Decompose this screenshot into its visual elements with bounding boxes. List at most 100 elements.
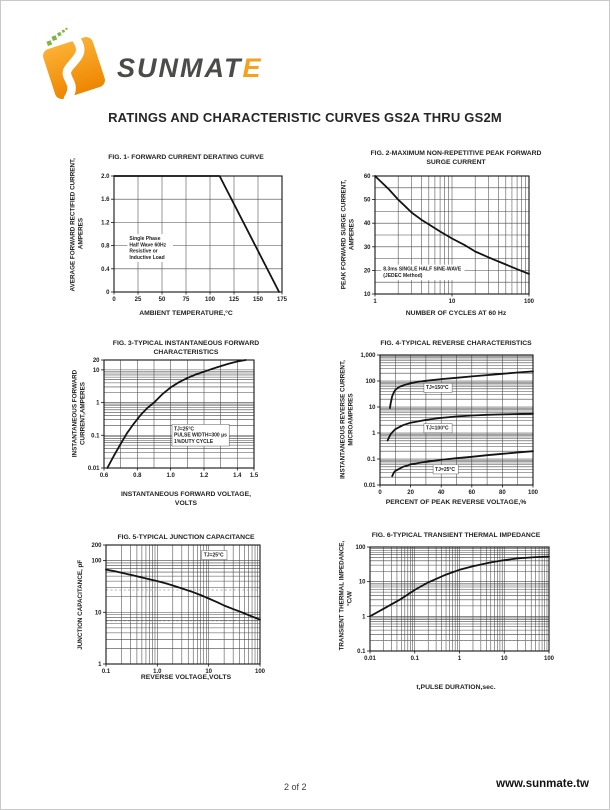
annotation-text: Half Wave 60Hz xyxy=(129,242,166,248)
annotation-text: (JEDEC Method) xyxy=(383,273,423,279)
logo-sparkle-dots xyxy=(46,27,68,47)
figure-6: FIG. 6-TYPICAL TRANSIENT THERMAL IMPEDAN… xyxy=(331,525,581,701)
x-tick-label: 175 xyxy=(277,297,288,303)
x-tick-label: 1.2 xyxy=(200,473,209,479)
curve-transient-thermal-impedance xyxy=(369,555,550,618)
x-tick-label: 60 xyxy=(468,490,475,496)
figure-4-plot: 0 20 40 60 80 100 0.01 0.1 1 10 100 1,000 TJ=150°C TJ… xyxy=(360,353,539,496)
website-text: www.sunmate.tw xyxy=(496,778,589,790)
x-tick-label: 150 xyxy=(253,297,264,303)
annotation-text: Inductive Load xyxy=(129,255,164,261)
y-tick-label: 20 xyxy=(364,268,371,274)
figure-3-xlabel: INSTANTANEOUS FORWARD VOLTAGE, VOLTS xyxy=(120,491,252,507)
figure-5-plot: 0.1 1.0 10 100 1 10 100 200 TJ=25°C xyxy=(91,543,266,675)
annotation-box xyxy=(381,264,465,281)
figure-5-xlabel: REVERSE VOLTAGE,VOLTS xyxy=(140,674,232,681)
curve-forward-current-derating xyxy=(113,175,281,293)
annotation-text: 1%DUTY CYCLE xyxy=(174,439,214,445)
annotation-text: TJ=100°C xyxy=(426,426,449,432)
x-tick-label: 0.01 xyxy=(364,656,376,662)
brand-wordmark: SUNMATE xyxy=(117,53,263,83)
y-tick-label: 0.01 xyxy=(88,466,100,472)
x-tick-label: 100 xyxy=(255,669,266,675)
annotation-text: PULSE WIDTH=300 μs xyxy=(174,433,227,439)
y-tick-label: 10 xyxy=(364,292,371,298)
x-tick-label: 20 xyxy=(407,490,414,496)
plot-frame xyxy=(105,544,261,665)
x-tick-label: 50 xyxy=(159,297,166,303)
figure-3-plot: 0.6 0.8 1.0 1.2 1.4 1.5 0.01 0.1 1 10 20 TJ=25°CPUL… xyxy=(88,358,259,479)
x-tick-label: 10 xyxy=(501,656,508,662)
y-tick-label: 0.1 xyxy=(91,433,100,439)
figure-2-title: FIG. 2-MAXIMUM NON-REPETITIVE PEAK FORWA… xyxy=(370,150,542,166)
figure-6-title: FIG. 6-TYPICAL TRANSIENT THERMAL IMPEDAN… xyxy=(371,532,541,539)
x-tick-label: 100 xyxy=(205,297,216,303)
figure-4-xlabel: PERCENT OF PEAK REVERSE VOLTAGE,% xyxy=(385,499,527,506)
y-tick-label: 10 xyxy=(95,610,102,616)
figure-3-title: FIG. 3-TYPICAL INSTANTANEOUS FORWARD CHA… xyxy=(112,340,260,356)
annotation-box xyxy=(432,464,459,475)
curve-junction-capacitance xyxy=(105,568,261,621)
y-tick-label: 0.1 xyxy=(357,649,366,655)
x-tick-label: 40 xyxy=(438,490,445,496)
y-tick-label: 1 xyxy=(98,662,102,668)
grid xyxy=(105,544,261,665)
y-tick-label: 100 xyxy=(355,545,366,551)
curve-tj-100c xyxy=(386,412,534,442)
x-tick-label: 1.0 xyxy=(166,473,175,479)
y-tick-label: 20 xyxy=(93,358,100,364)
y-tick-label: 10 xyxy=(359,580,366,586)
annotation-text: TJ=150°C xyxy=(426,385,449,391)
y-tick-label: 1 xyxy=(362,614,366,620)
y-tick-label: 0 xyxy=(106,290,110,296)
annotation-text: Resistive or xyxy=(129,249,157,255)
x-tick-label: 10 xyxy=(205,669,212,675)
x-tick-label: 0.8 xyxy=(133,473,142,479)
sunmate-logo: SUNMATE xyxy=(43,27,263,103)
page-number: 2 of 2 xyxy=(284,782,307,792)
figure-5-title: FIG. 5-TYPICAL JUNCTION CAPACITANCE xyxy=(117,534,255,541)
figure-1-plot: 0 25 50 75 100 125 150 175 0 0.4 0.8 1.2 1.6 2.0 Singl… xyxy=(101,174,288,303)
y-tick-label: 1,000 xyxy=(360,353,376,359)
annotation-text: TJ=25°C xyxy=(204,552,224,558)
x-tick-label: 125 xyxy=(229,297,240,303)
annotation-box xyxy=(423,382,453,393)
annotation-box xyxy=(171,424,230,447)
x-tick-label: 100 xyxy=(528,490,539,496)
x-tick-label: 0.6 xyxy=(100,473,109,479)
annotation-text: 8.3ms SINGLE HALF SINE-WAVE xyxy=(383,267,462,273)
y-tick-label: 1 xyxy=(96,401,100,407)
x-tick-label: 0 xyxy=(378,490,382,496)
x-tick-label: 1 xyxy=(458,656,462,662)
y-tick-label: 30 xyxy=(364,245,371,251)
annotation-text: Single Phase xyxy=(129,236,160,242)
x-tick-label: 100 xyxy=(524,299,535,305)
y-tick-label: 10 xyxy=(93,368,100,374)
x-tick-label: 100 xyxy=(544,656,555,662)
y-tick-label: 0.01 xyxy=(364,483,376,489)
x-tick-label: 10 xyxy=(449,299,456,305)
figure-1: FIG. 1- FORWARD CURRENT DERATING CURVE A… xyxy=(61,149,311,341)
y-tick-label: 40 xyxy=(364,221,371,227)
y-tick-label: 100 xyxy=(91,559,102,565)
figure-2-xlabel: NUMBER OF CYCLES AT 60 Hz xyxy=(405,310,507,317)
annotation-box xyxy=(201,550,228,560)
plot-frame xyxy=(379,354,534,486)
annotation-text: TJ=25°C xyxy=(435,467,455,473)
y-tick-label: 1.2 xyxy=(101,220,110,226)
y-tick-label: 60 xyxy=(364,174,371,180)
plot-frame xyxy=(113,175,283,293)
x-tick-label: 0 xyxy=(112,297,116,303)
figure-1-xlabel: AMBIENT TEMPERATURE,°C xyxy=(139,310,233,317)
curve-peak-surge-current xyxy=(374,175,530,275)
annotation-box xyxy=(423,423,453,434)
figure-4-title: FIG. 4-TYPICAL REVERSE CHARACTERISTICS xyxy=(380,340,532,347)
figure-2: FIG. 2-MAXIMUM NON-REPETITIVE PEAK FORWA… xyxy=(331,149,581,341)
x-tick-label: 0.1 xyxy=(102,669,111,675)
figure-3: FIG. 3-TYPICAL INSTANTANEOUS FORWARD CHA… xyxy=(61,333,311,525)
x-tick-label: 1.0 xyxy=(153,669,162,675)
curve-tj-25c xyxy=(391,450,534,478)
x-tick-label: 0.1 xyxy=(411,656,420,662)
x-tick-label: 1 xyxy=(373,299,377,305)
